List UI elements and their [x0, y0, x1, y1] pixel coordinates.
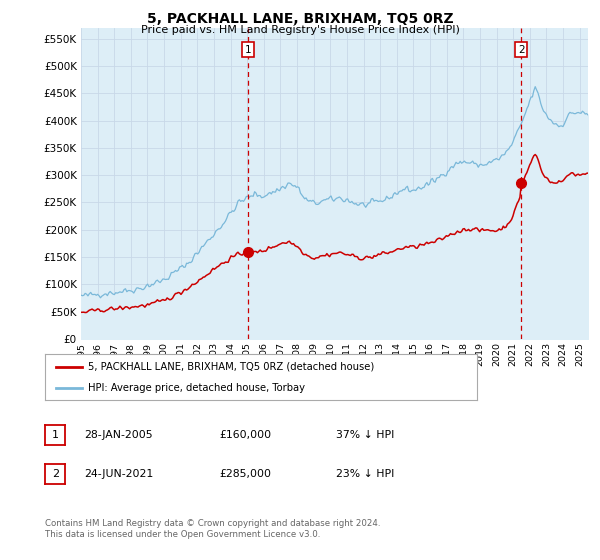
Text: Price paid vs. HM Land Registry's House Price Index (HPI): Price paid vs. HM Land Registry's House … — [140, 25, 460, 35]
Text: £160,000: £160,000 — [219, 430, 271, 440]
Text: 23% ↓ HPI: 23% ↓ HPI — [336, 469, 394, 479]
Text: 28-JAN-2005: 28-JAN-2005 — [84, 430, 152, 440]
Text: 5, PACKHALL LANE, BRIXHAM, TQ5 0RZ: 5, PACKHALL LANE, BRIXHAM, TQ5 0RZ — [146, 12, 454, 26]
Text: 5, PACKHALL LANE, BRIXHAM, TQ5 0RZ (detached house): 5, PACKHALL LANE, BRIXHAM, TQ5 0RZ (deta… — [88, 362, 374, 372]
Text: 2: 2 — [518, 45, 524, 55]
Text: HPI: Average price, detached house, Torbay: HPI: Average price, detached house, Torb… — [88, 383, 305, 393]
Text: Contains HM Land Registry data © Crown copyright and database right 2024.
This d: Contains HM Land Registry data © Crown c… — [45, 519, 380, 539]
Text: 37% ↓ HPI: 37% ↓ HPI — [336, 430, 394, 440]
Text: 1: 1 — [245, 45, 252, 55]
Text: 2: 2 — [52, 469, 59, 479]
Text: £285,000: £285,000 — [219, 469, 271, 479]
Text: 1: 1 — [52, 430, 59, 440]
Text: 24-JUN-2021: 24-JUN-2021 — [84, 469, 153, 479]
